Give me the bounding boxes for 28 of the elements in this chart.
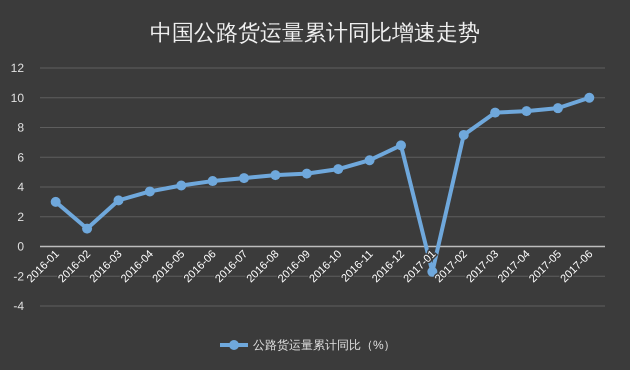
point [176,180,186,191]
point [490,108,500,118]
point [364,155,375,166]
point [239,173,250,184]
point [584,92,594,103]
point [522,106,532,116]
point [270,170,280,180]
y-tick-label: 4 [17,180,24,194]
legend-label: 公路货运量累计同比（%） [253,338,396,352]
y-tick-label: 2 [17,210,24,224]
y-tick-label: 10 [10,90,24,105]
point [208,176,218,186]
point [113,195,124,206]
y-tick-label: 0 [17,240,24,254]
point [144,186,155,196]
point [552,103,563,114]
point [302,168,312,179]
y-tick-label: -2 [13,269,24,284]
point [50,196,61,207]
point [458,130,469,140]
y-tick-label: 12 [10,61,24,75]
chart-title: 中国公路货运量累计同比增速走势 [150,20,480,45]
point [396,140,406,150]
point [82,224,92,234]
y-tick-label: 8 [17,120,24,134]
y-tick-label: 6 [17,150,24,164]
point [333,164,344,174]
y-tick-label: -4 [13,299,24,313]
